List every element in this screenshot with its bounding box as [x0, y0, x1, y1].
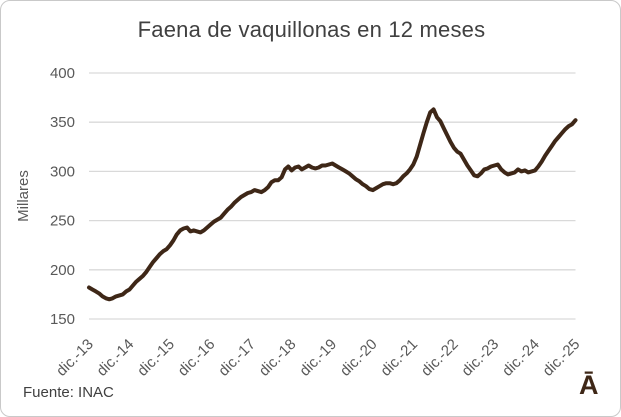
x-tick-label: dic.-22	[418, 336, 462, 380]
x-tick-label: dic.-25	[539, 336, 583, 380]
y-axis-title: Millares	[15, 170, 32, 222]
chart-title: Faena de vaquillonas en 12 meses	[137, 17, 486, 42]
x-tick-label: dic.-18	[256, 336, 300, 380]
y-tick-label: 300	[50, 163, 75, 180]
x-tick-label: dic.-23	[458, 336, 502, 380]
x-tick-label: dic.-16	[175, 336, 219, 380]
x-tick-label: dic.-17	[215, 336, 259, 380]
y-tick-label: 200	[50, 262, 75, 279]
x-tick-label: dic.-24	[499, 336, 543, 380]
x-tick-label: dic.-19	[296, 336, 340, 380]
y-tick-label: 400	[50, 65, 75, 82]
y-tick-label: 350	[50, 114, 75, 131]
x-tick-label: dic.-14	[93, 336, 137, 380]
x-tick-label: dic.-13	[53, 336, 97, 380]
x-tick-label: dic.-15	[134, 336, 178, 380]
series-line	[87, 107, 578, 302]
y-tick-label: 150	[50, 311, 75, 328]
x-tick-label: dic.-21	[377, 336, 421, 380]
inac-logo-mark: Ā	[579, 370, 599, 400]
x-tick-label: dic.-20	[337, 336, 381, 380]
source-note: Fuente: INAC	[23, 384, 114, 401]
y-tick-label: 250	[50, 213, 75, 230]
